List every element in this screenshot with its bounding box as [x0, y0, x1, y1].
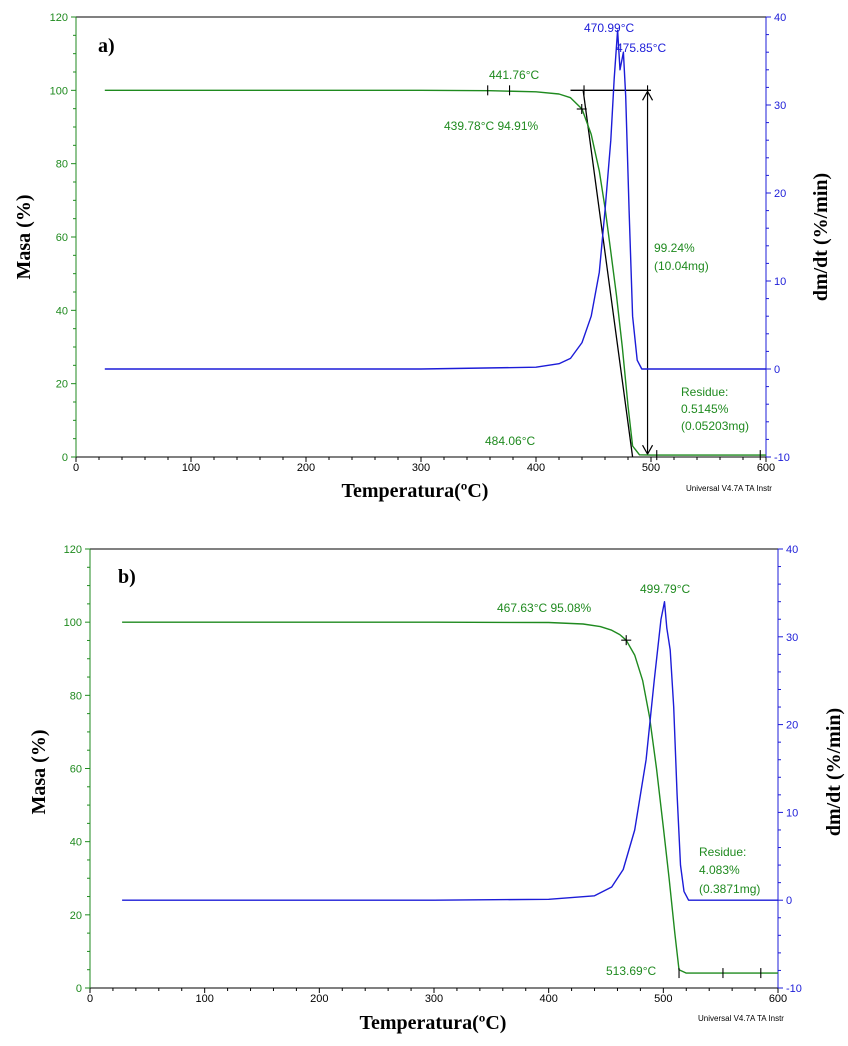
- mass-curve: [104, 89, 766, 456]
- x-tick-label: 400: [527, 462, 545, 474]
- annotation-label: 499.79°C: [640, 582, 691, 596]
- derivative-curve: [122, 601, 778, 901]
- derivative-curve: [104, 29, 766, 370]
- x-tick-label: 300: [425, 993, 443, 1005]
- x-tick-label: 600: [769, 993, 787, 1005]
- y-left-tick-label: 40: [70, 837, 82, 849]
- construction-line: [582, 90, 634, 458]
- y-left-tick-label: 120: [50, 12, 68, 24]
- annotation-label: 484.06°C: [485, 434, 536, 448]
- x-tick-label: 100: [182, 462, 200, 474]
- annotation-label: 475.85°C: [616, 41, 667, 55]
- annotation-label: 467.63°C 95.08%: [497, 601, 592, 615]
- y-right-tick-label: 0: [786, 895, 792, 907]
- y-right-tick-label: 10: [774, 276, 786, 288]
- y-right-tick-label: -10: [774, 452, 790, 464]
- y-right-tick-label: 10: [786, 807, 798, 819]
- y-left-tick-label: 60: [56, 232, 68, 244]
- annotation-label: 99.24%: [654, 241, 695, 255]
- y-left-tick-label: 20: [56, 379, 68, 391]
- panel-label: a): [98, 35, 115, 57]
- instrument-footer: Universal V4.7A TA Instr: [686, 484, 772, 493]
- y-left-tick-label: 20: [70, 910, 82, 922]
- annotation-label: (0.3871mg): [699, 882, 760, 896]
- y-left-tick-label: 80: [70, 690, 82, 702]
- y-left-tick-label: 0: [76, 983, 82, 995]
- y-left-tick-label: 100: [64, 617, 82, 629]
- y-right-tick-label: 40: [774, 12, 786, 24]
- instrument-footer: Universal V4.7A TA Instr: [698, 1014, 784, 1023]
- annotation-label: Residue:: [681, 385, 728, 399]
- annotation-label: 441.76°C: [489, 68, 540, 82]
- x-tick-label: 500: [654, 993, 672, 1005]
- annotation-label: 470.99°C: [584, 21, 635, 35]
- x-tick-label: 200: [310, 993, 328, 1005]
- y-left-axis-title: Masa (%): [28, 730, 50, 815]
- x-tick-label: 200: [297, 462, 315, 474]
- y-right-tick-label: 30: [774, 100, 786, 112]
- annotation-label: 513.69°C: [606, 964, 657, 978]
- y-left-tick-label: 80: [56, 159, 68, 171]
- mass-curve: [122, 621, 778, 974]
- panel-label: b): [118, 566, 136, 588]
- step-arrow-head-bottom: [642, 444, 654, 456]
- x-tick-label: 400: [539, 993, 557, 1005]
- annotation-label: (0.05203mg): [681, 419, 749, 433]
- annotation-label: (10.04mg): [654, 259, 709, 273]
- y-right-tick-label: 0: [774, 364, 780, 376]
- chart-panel-1: 0 100 200 300 400 500 600 0 20 40 60 80 100 120 -10 0 10…: [13, 12, 832, 502]
- y-left-tick-label: 40: [56, 305, 68, 317]
- y-right-tick-label: 30: [786, 632, 798, 644]
- y-right-tick-label: 20: [774, 188, 786, 200]
- y-left-tick-label: 0: [62, 452, 68, 464]
- y-left-tick-label: 120: [64, 544, 82, 556]
- y-right-axis-title: dm/dt (%/min): [810, 173, 832, 301]
- x-tick-label: 0: [87, 993, 93, 1005]
- y-left-tick-label: 100: [50, 85, 68, 97]
- annotation-label: 4.083%: [699, 863, 740, 877]
- x-tick-label: 600: [757, 462, 775, 474]
- y-right-tick-label: 40: [786, 544, 798, 556]
- y-right-axis-title: dm/dt (%/min): [823, 708, 845, 836]
- annotation-label: Residue:: [699, 845, 746, 859]
- annotation-label: 439.78°C 94.91%: [444, 119, 539, 133]
- x-axis-title: Temperatura(ºC): [360, 1012, 507, 1034]
- x-tick-label: 500: [642, 462, 660, 474]
- x-tick-label: 100: [195, 993, 213, 1005]
- y-right-tick-label: 20: [786, 720, 798, 732]
- x-axis-title: Temperatura(ºC): [342, 480, 489, 502]
- annotation-label: 0.5145%: [681, 402, 729, 416]
- x-tick-label: 0: [73, 462, 79, 474]
- y-left-tick-label: 60: [70, 764, 82, 776]
- x-tick-label: 300: [412, 462, 430, 474]
- y-right-tick-label: -10: [786, 983, 802, 995]
- y-left-axis-title: Masa (%): [13, 195, 35, 280]
- chart-panel-2: 0 100 200 300 400 500 600 0 20 40 60 80 100 120 -10 0 10…: [28, 544, 845, 1034]
